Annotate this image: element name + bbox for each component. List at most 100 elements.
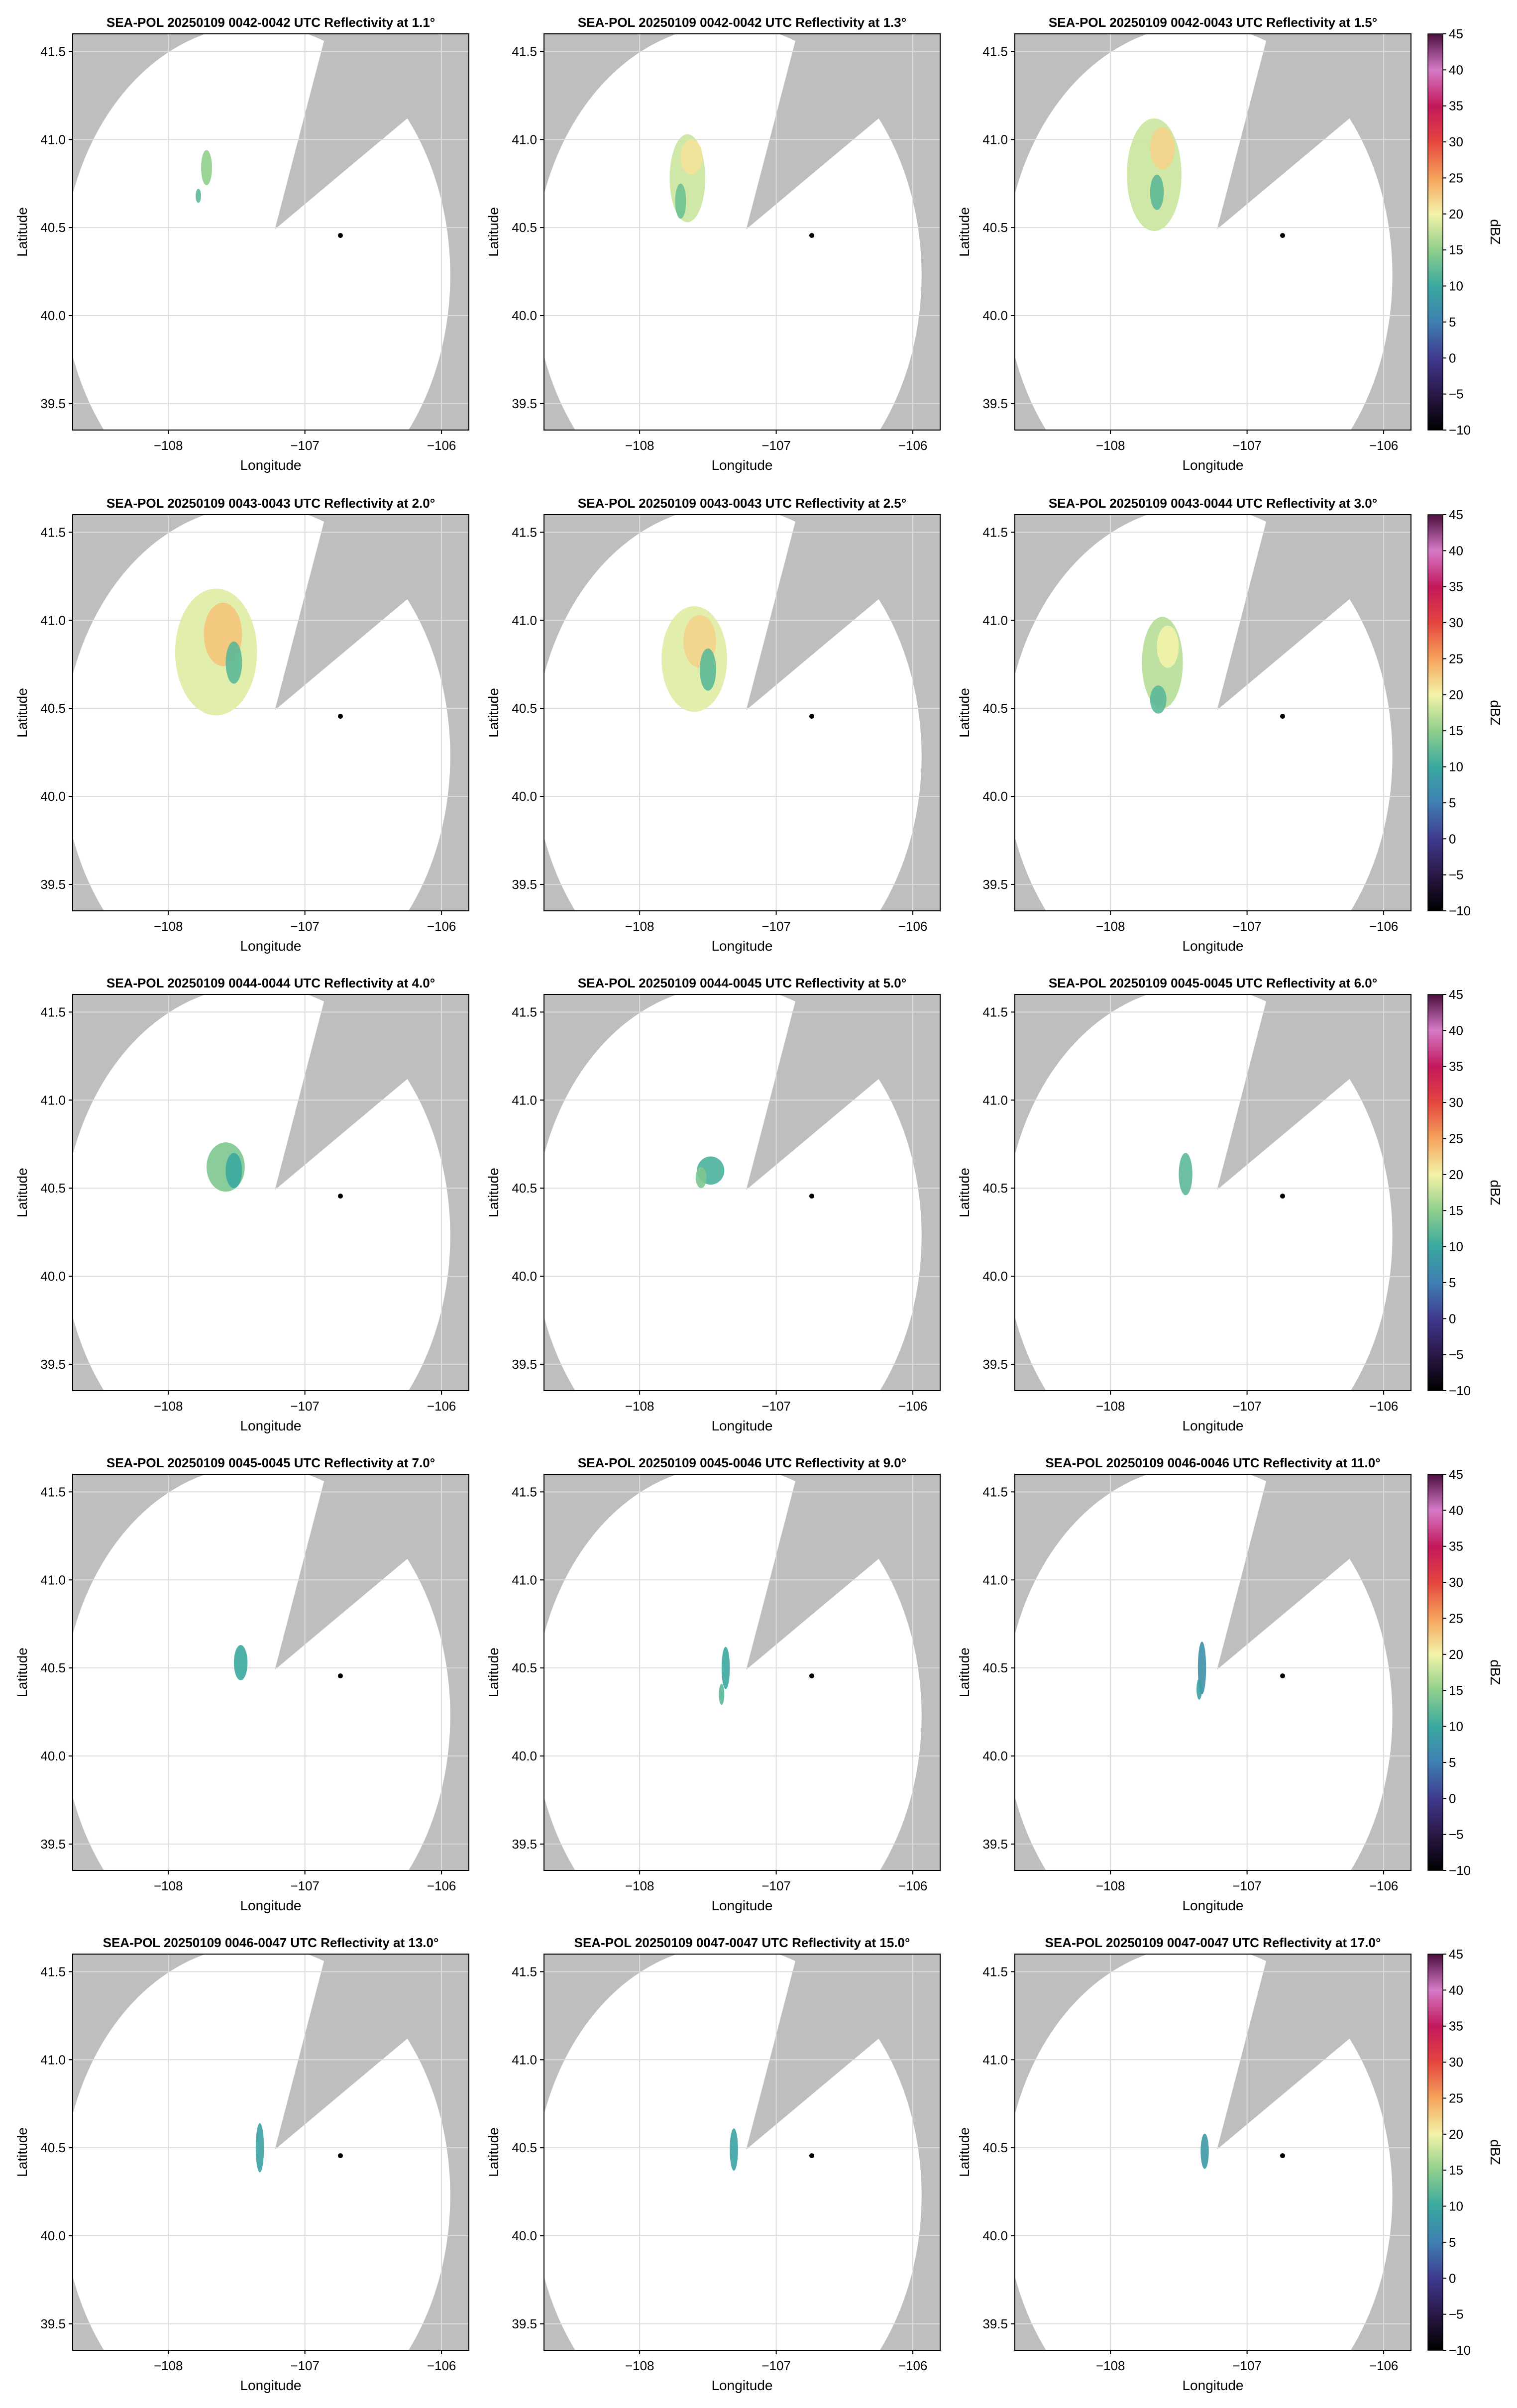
panel-title: SEA-POL 20250109 0042-0042 UTC Reflectiv…	[107, 15, 435, 30]
radar-panel: SEA-POL 20250109 0043-0043 UTC Reflectiv…	[14, 496, 469, 954]
x-tick-label: −108	[154, 1399, 183, 1414]
reflectivity-echo	[699, 648, 716, 691]
colorbar-label: dBZ	[1488, 219, 1503, 244]
y-tick-label: 41.5	[40, 1484, 66, 1499]
x-tick-label: −106	[1369, 919, 1399, 934]
y-tick-label: 41.0	[982, 2052, 1008, 2067]
y-tick-label: 39.5	[512, 877, 537, 892]
colorbar: −10 −5 0 5 10 15 20 25 30 35 40 45 dBZ	[1427, 26, 1503, 438]
plot-area	[1015, 1954, 1411, 2350]
x-tick-label: −106	[1369, 1399, 1399, 1414]
y-tick-label: 39.5	[512, 1357, 537, 1372]
plot-area	[544, 515, 940, 911]
x-tick-label: −106	[427, 919, 456, 934]
y-tick-label: 41.5	[982, 44, 1008, 59]
grid-lines	[544, 34, 940, 430]
radar-panel: SEA-POL 20250109 0042-0043 UTC Reflectiv…	[957, 15, 1503, 473]
x-tick-label: −108	[1096, 2358, 1125, 2373]
plot-area	[1015, 1474, 1411, 1870]
x-tick-label: −107	[1232, 438, 1262, 453]
panel-title: SEA-POL 20250109 0045-0046 UTC Reflectiv…	[578, 1455, 906, 1470]
reflectivity-echo	[1196, 1678, 1202, 1700]
x-axis-label: Longitude	[240, 457, 301, 473]
plot-area	[73, 34, 469, 430]
y-axis-label: Latitude	[14, 1647, 30, 1697]
radar-panel: SEA-POL 20250109 0042-0042 UTC Reflectiv…	[486, 15, 941, 473]
radar-panel: SEA-POL 20250109 0044-0045 UTC Reflectiv…	[486, 976, 941, 1433]
y-axis-label: Latitude	[957, 207, 972, 257]
y-tick-label: 41.0	[982, 613, 1008, 628]
y-tick-label: 41.5	[982, 1004, 1008, 1019]
y-tick-label: 39.5	[512, 396, 537, 411]
y-tick-label: 41.0	[40, 2052, 66, 2067]
y-tick-label: 41.5	[982, 525, 1008, 540]
colorbar-tick-label: 45	[1449, 26, 1463, 41]
radar-coverage-area	[73, 515, 450, 911]
y-tick-label: 39.5	[982, 2316, 1008, 2331]
y-tick-label: 40.0	[982, 1749, 1008, 1763]
y-axis-label: Latitude	[486, 1647, 501, 1697]
colorbar-tick-label: 10	[1449, 1239, 1463, 1254]
colorbar-tick-label: 20	[1449, 687, 1463, 702]
x-axis-label: Longitude	[240, 2378, 301, 2393]
colorbar: −10 −5 0 5 10 15 20 25 30 35 40 45 dBZ	[1427, 1947, 1503, 2358]
y-tick-label: 41.5	[512, 1484, 537, 1499]
y-tick-label: 40.5	[982, 220, 1008, 235]
x-tick-label: −108	[154, 1878, 183, 1893]
y-tick-label: 40.5	[512, 1660, 537, 1675]
x-tick-label: −107	[1232, 2358, 1262, 2373]
y-axis-label: Latitude	[486, 2127, 501, 2177]
grid-lines	[544, 1954, 940, 2350]
radar-coverage-area	[544, 994, 922, 1391]
reflectivity-echo	[255, 2123, 264, 2173]
y-axis-label: Latitude	[957, 1168, 972, 1217]
panel-title: SEA-POL 20250109 0042-0042 UTC Reflectiv…	[578, 15, 906, 30]
radar-panel: SEA-POL 20250109 0045-0045 UTC Reflectiv…	[957, 976, 1503, 1433]
reflectivity-echo	[730, 2128, 738, 2171]
reflectivity-echo	[719, 1683, 725, 1705]
radar-panel: SEA-POL 20250109 0045-0046 UTC Reflectiv…	[486, 1455, 941, 1913]
x-tick-label: −106	[1369, 438, 1399, 453]
x-axis-label: Longitude	[1182, 938, 1243, 954]
y-tick-label: 41.5	[512, 44, 537, 59]
plot-frame	[72, 1954, 469, 2351]
plot-area	[73, 515, 469, 911]
colorbar-label: dBZ	[1488, 1659, 1503, 1685]
colorbar: −10 −5 0 5 10 15 20 25 30 35 40 45 dBZ	[1427, 1467, 1503, 1878]
y-tick-label: 39.5	[512, 2316, 537, 2331]
radar-panel: SEA-POL 20250109 0046-0047 UTC Reflectiv…	[14, 1935, 469, 2393]
colorbar-tick-label: 45	[1449, 987, 1463, 1002]
colorbar-frame	[1427, 1474, 1443, 1871]
y-tick-label: 41.0	[512, 1093, 537, 1107]
y-axis-label: Latitude	[14, 2127, 30, 2177]
plot-frame	[1014, 1474, 1411, 1871]
radar-panel: SEA-POL 20250109 0044-0044 UTC Reflectiv…	[14, 976, 469, 1433]
y-tick-label: 40.0	[982, 308, 1008, 323]
radar-panel: SEA-POL 20250109 0043-0044 UTC Reflectiv…	[957, 496, 1503, 954]
y-tick-label: 40.5	[982, 701, 1008, 716]
panel-title: SEA-POL 20250109 0046-0046 UTC Reflectiv…	[1045, 1455, 1380, 1470]
radar-panel: SEA-POL 20250109 0045-0045 UTC Reflectiv…	[14, 1455, 469, 1913]
panel-grid: SEA-POL 20250109 0042-0042 UTC Reflectiv…	[14, 15, 1503, 2393]
x-tick-label: −107	[1232, 919, 1262, 934]
x-tick-label: −107	[761, 2358, 791, 2373]
colorbar-tick-label: 35	[1449, 2019, 1463, 2034]
x-tick-label: −107	[1232, 1399, 1262, 1414]
colorbar-tick-label: 40	[1449, 543, 1463, 558]
plot-frame	[72, 514, 469, 911]
y-tick-label: 41.5	[512, 1964, 537, 1979]
x-axis-label: Longitude	[1182, 1898, 1243, 1913]
radar-site-marker	[337, 2153, 343, 2159]
y-tick-label: 41.5	[40, 525, 66, 540]
radar-panel: SEA-POL 20250109 0047-0047 UTC Reflectiv…	[486, 1935, 941, 2393]
colorbar-tick-label: 10	[1449, 2199, 1463, 2214]
colorbar-tick-label: 40	[1449, 1982, 1463, 1997]
y-tick-label: 40.5	[40, 220, 66, 235]
colorbar-tick-label: 30	[1449, 1095, 1463, 1110]
radar-panel: SEA-POL 20250109 0046-0046 UTC Reflectiv…	[957, 1455, 1503, 1913]
reflectivity-echo	[1150, 127, 1175, 170]
colorbar-tick-label: 15	[1449, 1203, 1463, 1218]
y-tick-label: 40.0	[40, 789, 66, 804]
colorbar-frame	[1427, 514, 1443, 911]
